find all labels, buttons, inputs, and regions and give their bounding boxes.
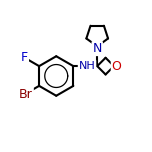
Text: Br: Br <box>19 88 33 101</box>
Text: N: N <box>93 42 102 55</box>
Text: O: O <box>112 60 122 73</box>
Text: NH: NH <box>79 61 95 71</box>
Text: F: F <box>21 51 28 64</box>
